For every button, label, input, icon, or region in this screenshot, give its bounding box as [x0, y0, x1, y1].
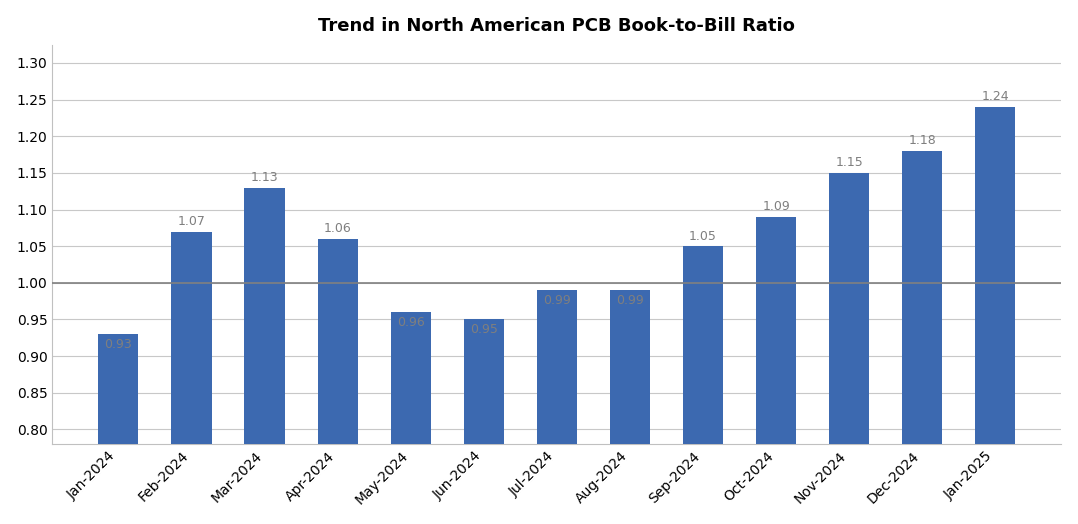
Bar	[171, 232, 211, 444]
Text: 0.93: 0.93	[105, 338, 133, 351]
Text: 1.09: 1.09	[762, 200, 790, 213]
Text: 0.96: 0.96	[397, 316, 425, 329]
Text: 1.13: 1.13	[251, 171, 278, 184]
Text: 1.07: 1.07	[178, 215, 206, 228]
Text: 1.06: 1.06	[323, 222, 351, 235]
Bar	[318, 239, 358, 444]
Bar	[390, 312, 431, 444]
Bar	[537, 290, 577, 444]
Text: 1.05: 1.05	[689, 230, 717, 243]
Bar	[245, 188, 285, 444]
Bar	[98, 334, 138, 444]
Text: 0.95: 0.95	[470, 323, 498, 336]
Bar	[976, 107, 1015, 444]
Bar	[683, 246, 723, 444]
Bar	[610, 290, 650, 444]
Text: 0.99: 0.99	[543, 294, 570, 307]
Text: 1.18: 1.18	[909, 134, 936, 147]
Bar	[756, 217, 797, 444]
Bar	[464, 320, 503, 444]
Text: 0.99: 0.99	[617, 294, 644, 307]
Bar	[902, 151, 942, 444]
Bar	[829, 173, 869, 444]
Text: 1.24: 1.24	[982, 90, 1009, 103]
Title: Trend in North American PCB Book-to-Bill Ratio: Trend in North American PCB Book-to-Bill…	[318, 17, 796, 35]
Text: 1.15: 1.15	[835, 156, 863, 169]
